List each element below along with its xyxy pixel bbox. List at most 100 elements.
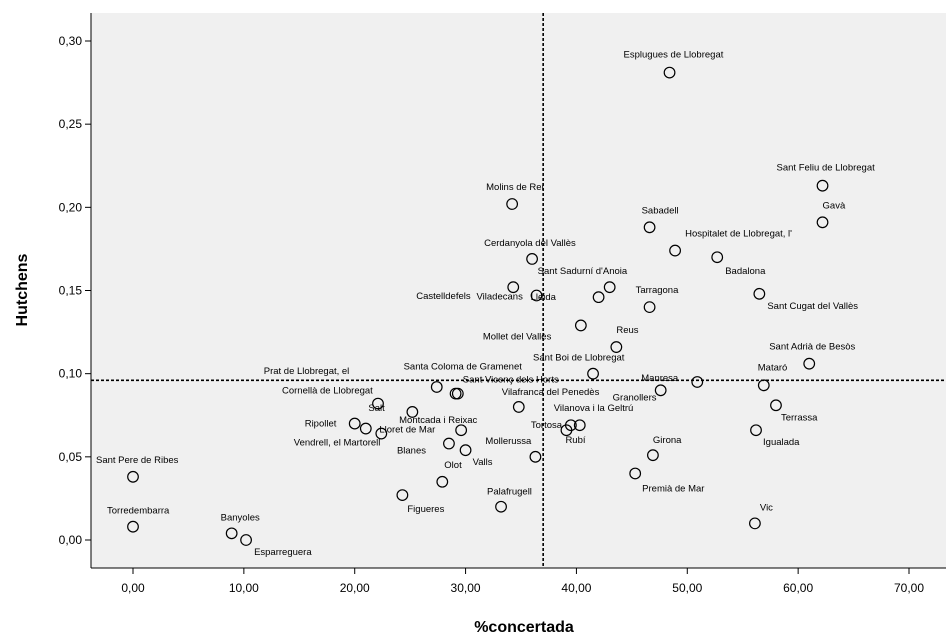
x-tick-label: 30,00 [451,581,481,595]
data-label: Badalona [725,266,766,277]
data-point [127,470,139,483]
data-label: Santa Coloma de Gramenet [404,362,523,373]
data-point [430,381,443,393]
data-label: Sant Cugat del Vallès [767,301,858,312]
data-label: Tarragona [636,285,679,296]
data-point [495,500,507,513]
data-label: Esparreguera [254,547,312,558]
data-point [587,367,599,380]
data-point [753,287,766,300]
data-label: Cerdanyola del Vallès [484,238,576,249]
data-point [629,467,642,480]
data-label: Esplugues de Llobregat [624,50,724,61]
data-label: Lleida [531,292,557,303]
data-label: Blanes [397,446,426,457]
data-label: Salt [368,403,385,414]
x-axis-title: %concertada [474,619,574,636]
y-tick-label: 0,25 [59,117,83,131]
data-point [506,198,519,210]
data-point [396,489,409,501]
data-point [406,406,419,418]
y-axis-ticks: 0,00 0,05 0,10 0,15 0,20 0,25 0,30 [59,34,91,547]
data-point [663,66,676,79]
y-tick-label: 0,15 [59,284,83,298]
data-point [749,517,761,530]
data-point [507,281,520,294]
data-label: Gavà [823,200,846,211]
x-tick-label: 50,00 [672,581,702,595]
data-point [530,289,543,302]
data-point [711,251,724,264]
data-point [803,357,816,370]
data-point [436,475,449,488]
data-label: Granollers [613,392,657,403]
data-point [592,291,605,304]
data-point [526,252,538,265]
data-points [127,66,829,546]
data-label: Rubí [565,435,585,446]
x-tick-label: 0,00 [121,581,145,595]
y-tick-label: 0,10 [59,367,83,381]
data-label: Terrassa [781,412,818,423]
data-label: Vilanova i la Geltrú [554,403,634,414]
data-point [359,422,372,435]
data-label: Banyoles [221,512,260,523]
data-point [691,376,704,388]
data-label: Sant Vicenç dels Horts [463,375,559,386]
data-label: Girona [653,435,682,446]
y-axis-title: Hutchens [14,253,31,326]
data-label: Sabadell [642,205,679,216]
x-tick-label: 10,00 [229,581,259,595]
data-label: Castelldefels [416,291,471,302]
data-point [560,424,573,437]
data-point [750,424,762,437]
x-axis-ticks: 0,00 10,00 20,00 30,00 40,00 50,00 60,00 70,00 [121,568,924,595]
data-label: Palafrugell [487,487,532,498]
data-label: Mollerussa [485,436,532,447]
data-point [643,301,656,314]
point-labels: Esplugues de Llobregat Sant Feliu de Llob… [96,50,875,558]
data-label: Sant Sadurní d'Anoia [538,266,628,277]
data-label: Valls [473,457,493,468]
data-label: Lloret de Mar [379,425,435,436]
data-label: Viladecans [477,291,524,302]
data-label: Mollet del Vallès [483,331,552,342]
data-label: Prat de Llobregat, el [264,366,350,377]
reference-lines [91,13,946,568]
data-point [240,534,252,546]
data-label: Torredembarra [107,506,170,517]
data-point [757,379,770,392]
data-point [770,399,782,412]
data-label: Igualada [763,437,800,448]
data-label: Premià de Mar [642,483,704,494]
data-label: Tortosa [531,420,563,431]
data-point [816,179,829,192]
data-point [816,216,829,229]
data-point [574,319,587,332]
data-label: Ripollet [305,419,337,430]
x-tick-label: 70,00 [894,581,924,595]
data-point [455,424,468,437]
data-point [459,444,472,457]
data-point [643,221,656,234]
x-tick-label: 40,00 [561,581,591,595]
y-tick-label: 0,20 [59,200,83,214]
data-point [669,244,681,257]
y-tick-label: 0,30 [59,34,83,48]
data-point [348,417,361,430]
y-tick-label: 0,05 [59,450,83,464]
y-tick-label: 0,00 [59,533,83,547]
data-label: Sant Adrià de Besòs [769,342,855,353]
data-label: Mataró [758,362,788,373]
data-point [603,281,616,294]
data-point [512,401,525,413]
data-label: Sant Boi de Llobregat [533,353,625,364]
x-tick-label: 20,00 [340,581,370,595]
data-point [127,520,139,533]
data-point [375,427,388,440]
data-label: Manresa [641,373,679,384]
data-point [225,527,238,540]
data-label: Sant Feliu de Llobregat [777,163,876,174]
data-point [529,450,542,463]
